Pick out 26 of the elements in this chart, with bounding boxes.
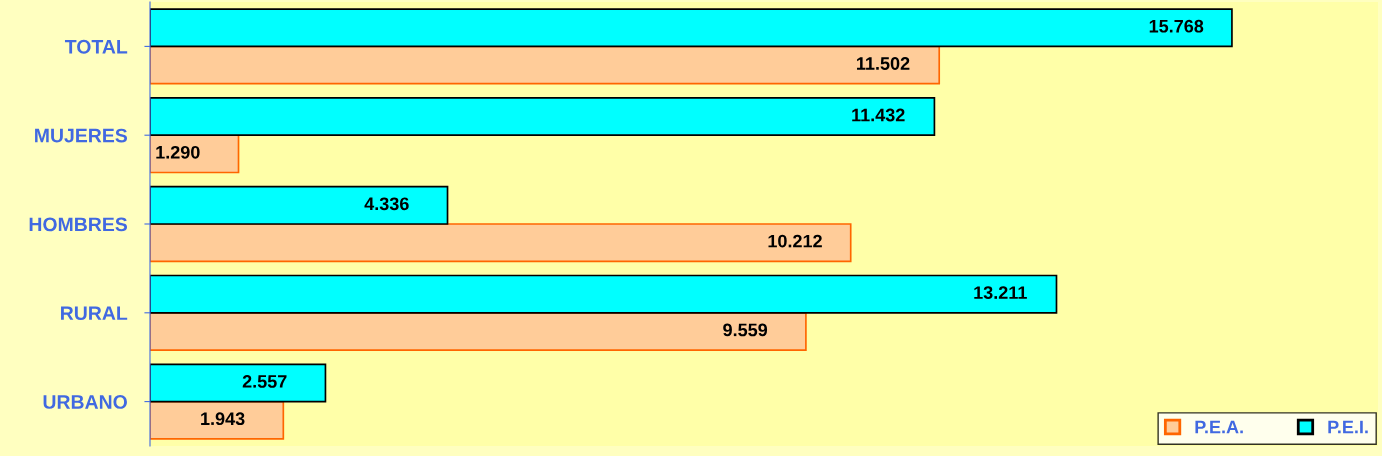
y-tick-label: URBANO	[43, 395, 127, 409]
data-label: 11.502	[857, 57, 910, 70]
y-tick-label: MUJERES	[35, 128, 128, 143]
data-label: 11.432	[852, 108, 905, 122]
data-label: 9.559	[723, 323, 768, 337]
y-tick-label: HOMBRES	[29, 217, 128, 232]
data-label: 1.943	[201, 412, 245, 426]
bar	[150, 45, 941, 85]
data-label: 13.211	[974, 286, 1027, 300]
bar	[150, 311, 807, 351]
bar	[150, 97, 936, 137]
data-label: 2.557	[242, 375, 287, 388]
legend-label: P.E.A.	[1195, 420, 1243, 434]
data-label: 10.212	[768, 234, 822, 248]
y-tick-label: TOTAL	[64, 39, 128, 54]
legend-label: P.E.I.	[1328, 420, 1368, 434]
bar	[150, 363, 327, 403]
data-label: 15.768	[1149, 19, 1204, 33]
bar	[150, 8, 1233, 48]
bar	[150, 400, 285, 440]
data-label: 1.290	[156, 145, 200, 159]
bar	[150, 223, 852, 263]
bar	[150, 185, 449, 225]
bar	[150, 274, 1058, 314]
y-tick-label: RURAL	[61, 306, 128, 321]
data-label: 4.336	[364, 197, 409, 211]
